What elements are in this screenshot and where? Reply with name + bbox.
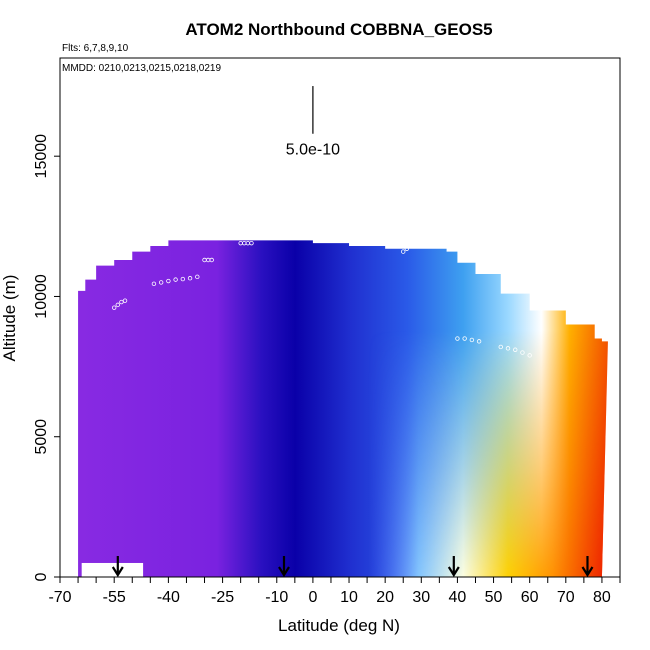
chart-title: ATOM2 Northbound COBBNA_GEOS5 [185,20,492,39]
y-tick-label: 0 [33,572,50,581]
latitude-markers [111,556,594,578]
x-tick-label: -40 [157,589,180,606]
heatmap-field [78,240,608,577]
scale-bar: 5.0e-10 [286,86,340,159]
track-point [151,281,157,287]
track-point [513,347,518,352]
x-tick-label: 20 [376,589,394,606]
plot-frame [59,57,621,578]
x-axis-label: Latitude (deg N) [278,616,400,635]
x-tick-label: 40 [449,589,467,606]
flights-note: Flts: 6,7,8,9,10 [62,43,129,54]
track-point [419,240,424,246]
x-tick-label: 0 [308,589,317,606]
track-point [429,240,435,246]
track-point [158,280,164,285]
track-point [187,276,193,281]
latitude-arrow-head [111,566,124,578]
track-point [462,336,467,341]
track-point [115,302,121,308]
track-point [173,277,178,282]
x-tick-label: -70 [48,589,71,606]
track-point [122,298,128,303]
track-point [426,240,431,246]
dates-note: MMDD: 0210,0213,0215,0218,0219 [62,63,221,74]
track-point [401,249,406,254]
track-point [411,243,417,249]
x-tick-label: -10 [265,589,288,606]
x-tick-label: 60 [521,589,539,606]
y-axis-label: Altitude (m) [0,275,19,362]
heatmap-lower-layer [78,330,608,577]
track-point [180,276,186,282]
track-point [111,305,117,310]
track-point [415,243,420,249]
x-tick-label: -55 [103,589,126,606]
latitude-arrow-head [447,566,460,578]
track-point [408,243,413,249]
y-tick-label: 5000 [33,419,50,455]
track-point [166,278,171,284]
track-point [469,337,475,343]
y-tick-label: 15000 [33,134,50,179]
latitude-arrow-head [278,566,290,578]
track-point [404,246,410,251]
track-point [209,257,214,263]
x-axis: -70 -55 -40 -25 -10 0 10 20 30 40 50 60 70 80 [48,577,621,606]
track-point [476,339,482,344]
floor-gap [81,562,144,577]
x-tick-label: -25 [211,589,234,606]
track-point [195,274,200,280]
track-point [455,336,460,341]
x-tick-label: 10 [340,589,358,606]
y-tick-label: 10000 [33,274,50,319]
track-point [119,299,124,305]
scale-bar-label: 5.0e-10 [286,142,340,159]
track-point [520,350,525,355]
x-tick-label: 30 [412,589,430,606]
track-point [422,240,428,246]
latitude-arrow-head [581,566,594,578]
x-tick-label: 50 [485,589,503,606]
track-point [249,240,254,246]
x-tick-label: 70 [557,589,575,606]
track-point [527,353,532,358]
flight-tracks [111,240,532,358]
x-tick-label: 80 [593,589,611,606]
y-axis: 0 5000 10000 15000 [33,134,60,581]
track-point [505,346,511,351]
track-point [498,344,503,350]
